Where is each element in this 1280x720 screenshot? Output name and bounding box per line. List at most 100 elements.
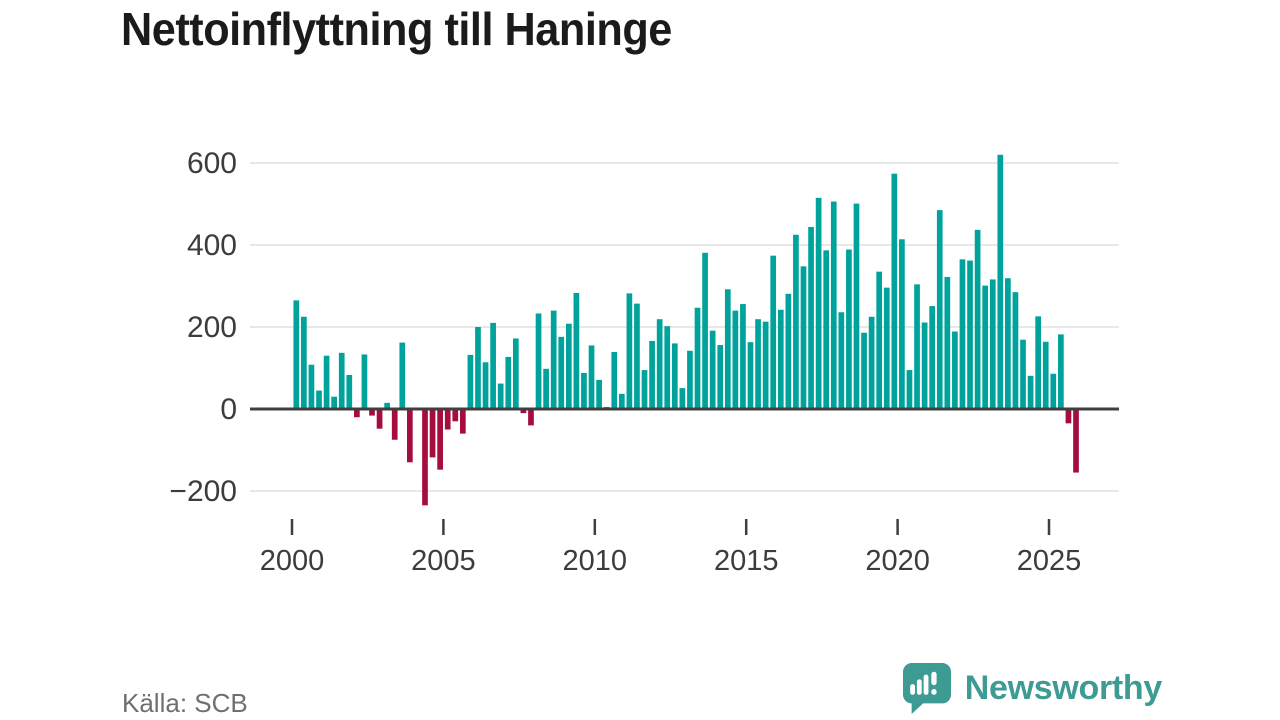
bar-2022-q3 bbox=[974, 229, 981, 409]
bar-2008-q4 bbox=[558, 336, 565, 409]
newsworthy-wordmark: Newsworthy bbox=[964, 669, 1163, 707]
bar-2022-q2 bbox=[967, 260, 973, 409]
bar-2004-q4 bbox=[437, 409, 443, 470]
bar-2007-q3 bbox=[520, 409, 527, 414]
y-axis-tick-label: 200 bbox=[187, 311, 237, 344]
x-axis-tick-label: 2005 bbox=[411, 545, 476, 577]
bar-2010-q4 bbox=[618, 393, 625, 409]
bar-2012-q1 bbox=[656, 319, 663, 409]
bar-2013-q1 bbox=[687, 350, 693, 409]
bar-2001-q4 bbox=[346, 374, 353, 409]
bar-2002-q1 bbox=[354, 409, 360, 418]
bar-2025-q4 bbox=[1073, 409, 1079, 473]
bar-2002-q2 bbox=[361, 354, 368, 409]
bar-2006-q4 bbox=[497, 383, 504, 409]
source-caption: Källa: SCB bbox=[122, 688, 248, 718]
bar-2002-q3 bbox=[369, 409, 375, 416]
x-axis-tick-label: 2000 bbox=[260, 545, 325, 577]
x-axis-tick-label: 2015 bbox=[714, 545, 779, 577]
bar-2024-q3 bbox=[1035, 316, 1042, 409]
bar-2025-q3 bbox=[1065, 409, 1072, 424]
bar-2017-q4 bbox=[830, 201, 837, 409]
bar-2019-q4 bbox=[891, 173, 898, 409]
bar-2019-q1 bbox=[868, 316, 875, 409]
bar-2002-q4 bbox=[376, 409, 383, 429]
x-axis-tick-label: 2020 bbox=[865, 545, 930, 577]
bar-2000-q4 bbox=[316, 390, 322, 409]
bar-2018-q1 bbox=[838, 312, 845, 409]
bar-2001-q3 bbox=[338, 352, 345, 409]
bar-2023-q2 bbox=[997, 154, 1004, 409]
bar-2022-q1 bbox=[959, 259, 966, 409]
bar-2013-q2 bbox=[694, 307, 701, 409]
bar-2003-q1 bbox=[384, 402, 390, 409]
y-axis-tick-label: 600 bbox=[187, 147, 237, 180]
x-axis-tick-label: 2025 bbox=[1017, 545, 1082, 577]
bar-2005-q2 bbox=[452, 409, 459, 422]
bar-2000-q1 bbox=[293, 300, 300, 409]
bar-2016-q1 bbox=[777, 309, 784, 409]
bar-2001-q1 bbox=[323, 355, 330, 409]
bar-2012-q2 bbox=[664, 326, 671, 409]
bar-2023-q3 bbox=[1005, 278, 1011, 409]
bar-2009-q1 bbox=[565, 323, 572, 409]
bar-2004-q2 bbox=[422, 409, 428, 506]
bar-2021-q3 bbox=[944, 276, 951, 409]
bar-2006-q3 bbox=[490, 322, 496, 409]
bar-2016-q2 bbox=[785, 293, 792, 409]
bar-2011-q2 bbox=[634, 303, 640, 409]
bar-2003-q4 bbox=[407, 409, 413, 463]
bar-2010-q3 bbox=[611, 352, 618, 409]
bar-2011-q3 bbox=[641, 370, 648, 409]
bar-2014-q3 bbox=[732, 310, 739, 409]
bar-2015-q2 bbox=[755, 319, 761, 409]
bar-2020-q3 bbox=[914, 284, 920, 409]
bar-2014-q2 bbox=[724, 289, 731, 409]
bar-2009-q3 bbox=[581, 372, 587, 409]
bar-2012-q3 bbox=[671, 343, 678, 409]
bar-2010-q1 bbox=[596, 379, 602, 409]
newsworthy-chart-bubble-icon bbox=[902, 663, 951, 714]
bar-2004-q3 bbox=[429, 409, 436, 458]
bar-2005-q4 bbox=[467, 354, 474, 409]
bar-2008-q3 bbox=[550, 310, 557, 409]
bar-2005-q1 bbox=[444, 409, 451, 430]
bar-2015-q4 bbox=[770, 255, 777, 409]
bar-2015-q3 bbox=[762, 321, 769, 409]
bar-2017-q1 bbox=[808, 226, 814, 409]
bar-2016-q4 bbox=[800, 266, 807, 409]
bar-2000-q2 bbox=[301, 316, 307, 409]
bar-2019-q3 bbox=[883, 287, 890, 409]
y-axis-tick-label: −200 bbox=[169, 475, 237, 508]
bar-2013-q4 bbox=[709, 330, 716, 409]
bar-2016-q3 bbox=[793, 234, 799, 409]
bar-2005-q3 bbox=[459, 409, 466, 434]
bar-2024-q4 bbox=[1042, 341, 1049, 409]
bar-2012-q4 bbox=[679, 388, 686, 409]
bar-2006-q2 bbox=[482, 362, 489, 409]
bar-2001-q2 bbox=[331, 396, 337, 409]
bar-2015-q1 bbox=[747, 342, 754, 409]
bar-2024-q2 bbox=[1027, 375, 1034, 409]
bar-2018-q3 bbox=[853, 203, 860, 409]
y-axis-tick-label: 0 bbox=[220, 393, 237, 426]
bar-2007-q1 bbox=[505, 356, 512, 409]
bar-2020-q1 bbox=[899, 239, 905, 409]
bar-2018-q4 bbox=[861, 332, 867, 409]
x-axis-tick-label: 2010 bbox=[563, 545, 628, 577]
bar-2007-q2 bbox=[512, 338, 519, 409]
bar-2000-q3 bbox=[308, 364, 315, 409]
bar-2003-q2 bbox=[391, 409, 398, 440]
bar-2017-q2 bbox=[815, 197, 822, 409]
bar-2014-q4 bbox=[740, 304, 746, 409]
bar-2021-q4 bbox=[952, 331, 958, 409]
bar-2013-q3 bbox=[702, 252, 708, 409]
bar-2007-q4 bbox=[528, 409, 534, 426]
newsworthy-logo: Newsworthy bbox=[902, 663, 1163, 714]
bar-2025-q1 bbox=[1050, 373, 1057, 409]
bar-2011-q1 bbox=[626, 293, 633, 409]
bar-2018-q2 bbox=[846, 249, 852, 409]
bar-2014-q1 bbox=[717, 345, 724, 409]
